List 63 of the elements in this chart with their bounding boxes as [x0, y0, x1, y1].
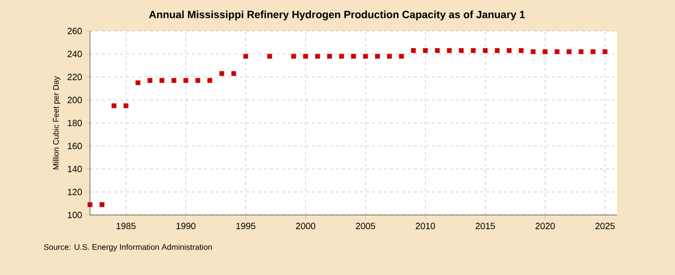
point: [410, 48, 416, 53]
point: [183, 78, 188, 83]
point: [351, 54, 356, 59]
point: [327, 54, 332, 59]
point: [518, 48, 524, 53]
y-axis-title: Million Cubic Feet per Day: [52, 76, 60, 170]
y-tick-label: 260: [68, 28, 82, 34]
x-tick-label: 2000: [296, 222, 316, 230]
y-tick-label: 200: [68, 96, 82, 104]
x-tick-label: 2005: [356, 222, 376, 230]
point: [267, 54, 272, 59]
point: [207, 78, 212, 83]
point: [482, 48, 488, 53]
point: [147, 78, 152, 83]
point: [602, 49, 608, 54]
point: [578, 49, 584, 54]
x-tick-label: 1985: [116, 222, 136, 230]
point: [422, 48, 428, 53]
point: [387, 54, 392, 59]
point: [470, 48, 476, 53]
point: [291, 54, 296, 59]
point: [136, 80, 140, 86]
point: [339, 54, 344, 59]
point: [506, 48, 512, 53]
point: [219, 71, 224, 76]
point: [124, 103, 128, 108]
x-tick-label: 1995: [236, 222, 256, 230]
x-tick-label: 2015: [476, 222, 495, 230]
point: [315, 54, 320, 59]
x-tick-label: 2010: [416, 222, 436, 230]
point: [100, 202, 104, 208]
y-tick-label: 140: [68, 166, 82, 172]
point: [590, 49, 596, 54]
point: [195, 78, 200, 83]
x-tick-label: 2025: [595, 222, 615, 230]
source-note: Source: U.S. Energy Information Administration: [44, 244, 212, 252]
y-tick-label: 220: [68, 74, 82, 80]
y-tick-label: 100: [68, 212, 82, 218]
point: [243, 54, 248, 59]
y-tick-label: 120: [68, 188, 82, 196]
y-tick-label: 180: [68, 120, 82, 126]
point: [399, 54, 404, 59]
point: [375, 54, 380, 59]
point: [446, 48, 452, 53]
x-tick-label: 2020: [536, 222, 555, 230]
chart-title: Annual Mississippi Refinery Hydrogen Production Capacity as of January 1: [149, 10, 525, 20]
point: [112, 103, 116, 108]
point: [554, 49, 560, 54]
point: [542, 49, 548, 54]
y-tick-label: 160: [68, 142, 82, 150]
point: [171, 78, 176, 83]
y-tick-label: 240: [68, 50, 82, 58]
point: [530, 49, 536, 54]
point: [231, 71, 236, 76]
point: [303, 54, 308, 59]
point: [494, 48, 500, 53]
point: [458, 48, 464, 53]
point: [566, 49, 572, 54]
point: [88, 202, 92, 208]
point: [363, 54, 368, 59]
x-tick-label: 1990: [176, 222, 196, 230]
point: [159, 78, 164, 83]
point: [434, 48, 440, 53]
